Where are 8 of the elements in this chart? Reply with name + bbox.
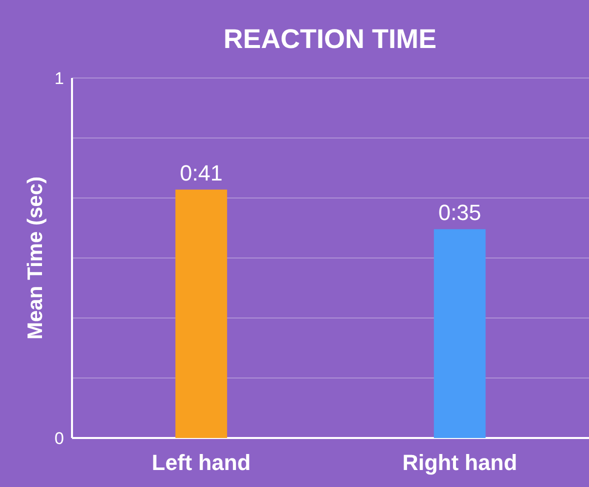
y-axis-title: Mean Time (sec) <box>24 176 47 340</box>
y-tick-label: 0 <box>54 428 64 448</box>
x-tick-label: Left hand <box>152 450 251 475</box>
data-label: 0:41 <box>180 160 223 186</box>
x-tick-label: Right hand <box>402 450 518 475</box>
y-tick-label: 1 <box>54 68 64 88</box>
data-label: 0:35 <box>438 200 482 226</box>
chart-title: REACTION TIME <box>224 24 436 54</box>
